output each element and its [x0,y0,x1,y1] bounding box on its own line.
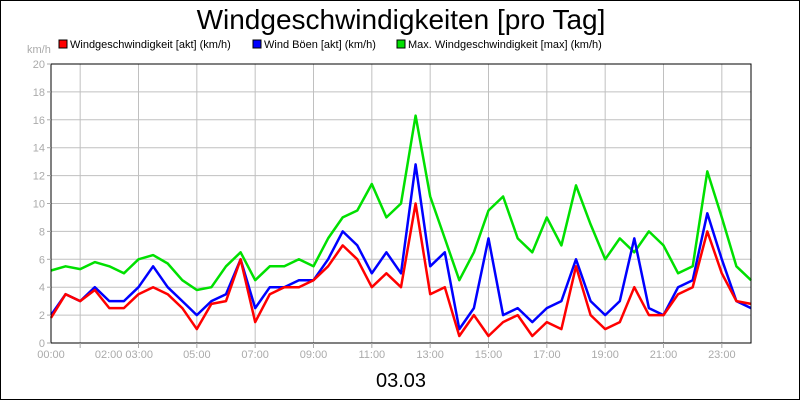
x-tick-label: 17:00 [533,349,561,361]
legend-swatch [252,39,262,49]
y-tick-label: 6 [39,254,45,266]
axes: 0 2 4 6 8 10 12 14 16 18 20 00:00 02:00 03:00 05:00 07… [33,59,736,361]
y-tick-label: 12 [33,171,45,183]
legend-swatch [396,39,406,49]
y-tick-label: 20 [33,59,45,71]
x-tick-label: 11:00 [358,349,385,361]
y-axis-unit: km/h [27,44,51,56]
chart-title: Windgeschwindigkeiten [pro Tag] [197,4,606,35]
series-line-2 [50,114,752,292]
x-tick-label: 19:00 [591,349,619,361]
x-tick-label: 23:00 [708,349,736,361]
x-tick-label: 02:00 03:00 [95,349,153,361]
legend-swatch [58,39,68,49]
y-tick-label: 4 [39,282,45,294]
x-tick-label: 15:00 [475,349,503,361]
y-tick-label: 14 [33,143,45,155]
legend-label: Max. Windgeschwindigkeit [max] (km/h) [408,39,602,51]
legend-label: Windgeschwindigkeit [akt] (km/h) [70,39,231,51]
series-line-1 [49,163,752,331]
y-tick-label: 18 [33,87,45,99]
x-tick-label: 07:00 [241,349,269,361]
y-tick-label: 2 [39,310,45,322]
x-tick-label: 05:00 [183,349,211,361]
series-line-0 [49,202,752,338]
y-tick-label: 8 [39,226,45,238]
legend: Windgeschwindigkeit [akt] (km/h) Wind Böe… [58,39,602,51]
y-tick-label: 0 [39,338,45,350]
date-label: 03.03 [376,370,426,392]
x-tick-label: 00:00 [37,349,65,361]
legend-label: Wind Böen [akt] (km/h) [264,39,376,51]
x-tick-label: 13:00 [416,349,444,361]
series-group [49,114,752,338]
x-tick-label: 21:00 [650,349,678,361]
y-tick-label: 10 [33,199,45,211]
x-tick-label: 09:00 [300,349,328,361]
y-tick-label: 16 [33,115,45,127]
